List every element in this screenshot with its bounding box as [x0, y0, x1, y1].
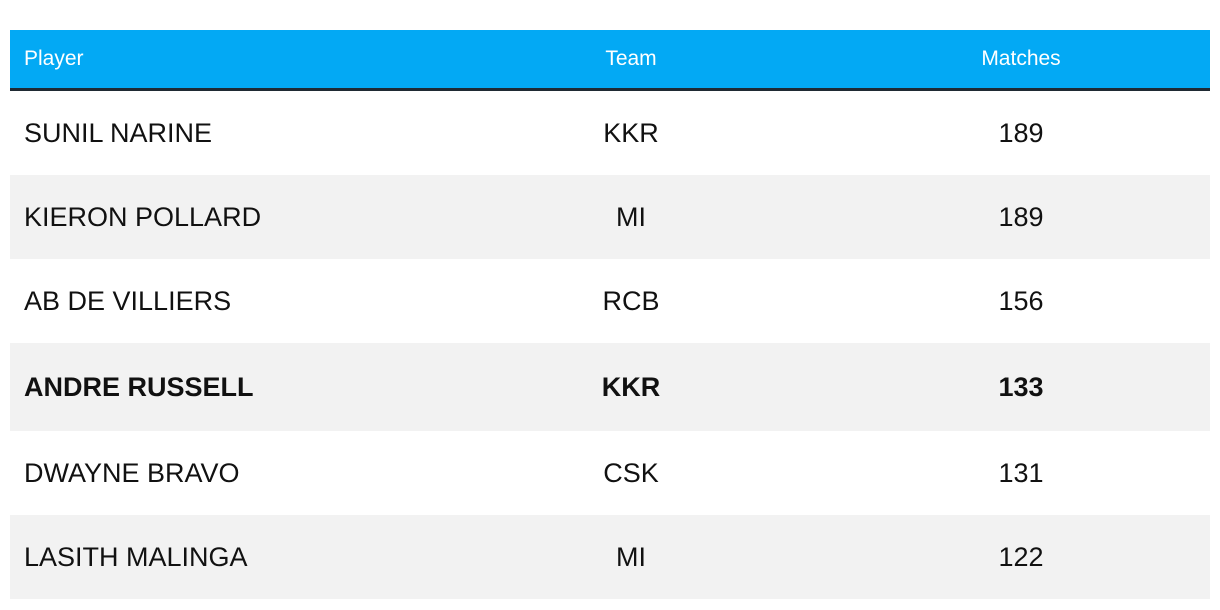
table-cell: 133: [998, 371, 1044, 402]
table-cell: 189: [998, 117, 1044, 148]
table-cell: KKR: [601, 371, 661, 402]
table-row: DWAYNE BRAVO CSK 131: [10, 431, 1210, 515]
table-cell: MI: [616, 541, 646, 572]
table-row: ANDRE RUSSELL KKR 133: [10, 343, 1210, 431]
table-cell: KKR: [603, 117, 659, 148]
table-cell: CSK: [603, 457, 659, 488]
table-body: SUNIL NARINE KKR 189 KIERON POLLARD MI 189 AB …: [10, 90, 1210, 599]
table-cell: DWAYNE BRAVO: [24, 457, 240, 488]
table-cell: 122: [998, 541, 1044, 572]
table-cell: RCB: [602, 285, 660, 316]
table-cell: MI: [616, 201, 646, 232]
table-row: AB DE VILLIERS RCB 156: [10, 259, 1210, 343]
header-cell: Matches: [832, 30, 1210, 91]
header-cell: Team: [430, 30, 832, 91]
table-cell: SUNIL NARINE: [24, 117, 213, 148]
table-cell: LASITH MALINGA: [24, 541, 248, 572]
header-row: Player Team Matches: [10, 30, 1210, 91]
table-row: LASITH MALINGA MI 122: [10, 515, 1210, 599]
stats-table: Player Team Matches SUNIL NARINE KKR 189 KIER…: [10, 30, 1210, 599]
table-cell: 189: [998, 201, 1044, 232]
table-cell: 156: [998, 285, 1044, 316]
header-cell: Player: [10, 30, 430, 91]
table-row: SUNIL NARINE KKR 189: [10, 90, 1210, 176]
table-cell: 131: [998, 457, 1044, 488]
table-cell: ANDRE RUSSELL: [24, 371, 254, 402]
table-cell: AB DE VILLIERS: [24, 285, 232, 316]
table-cell: KIERON POLLARD: [24, 201, 262, 232]
table-row: KIERON POLLARD MI 189: [10, 175, 1210, 259]
